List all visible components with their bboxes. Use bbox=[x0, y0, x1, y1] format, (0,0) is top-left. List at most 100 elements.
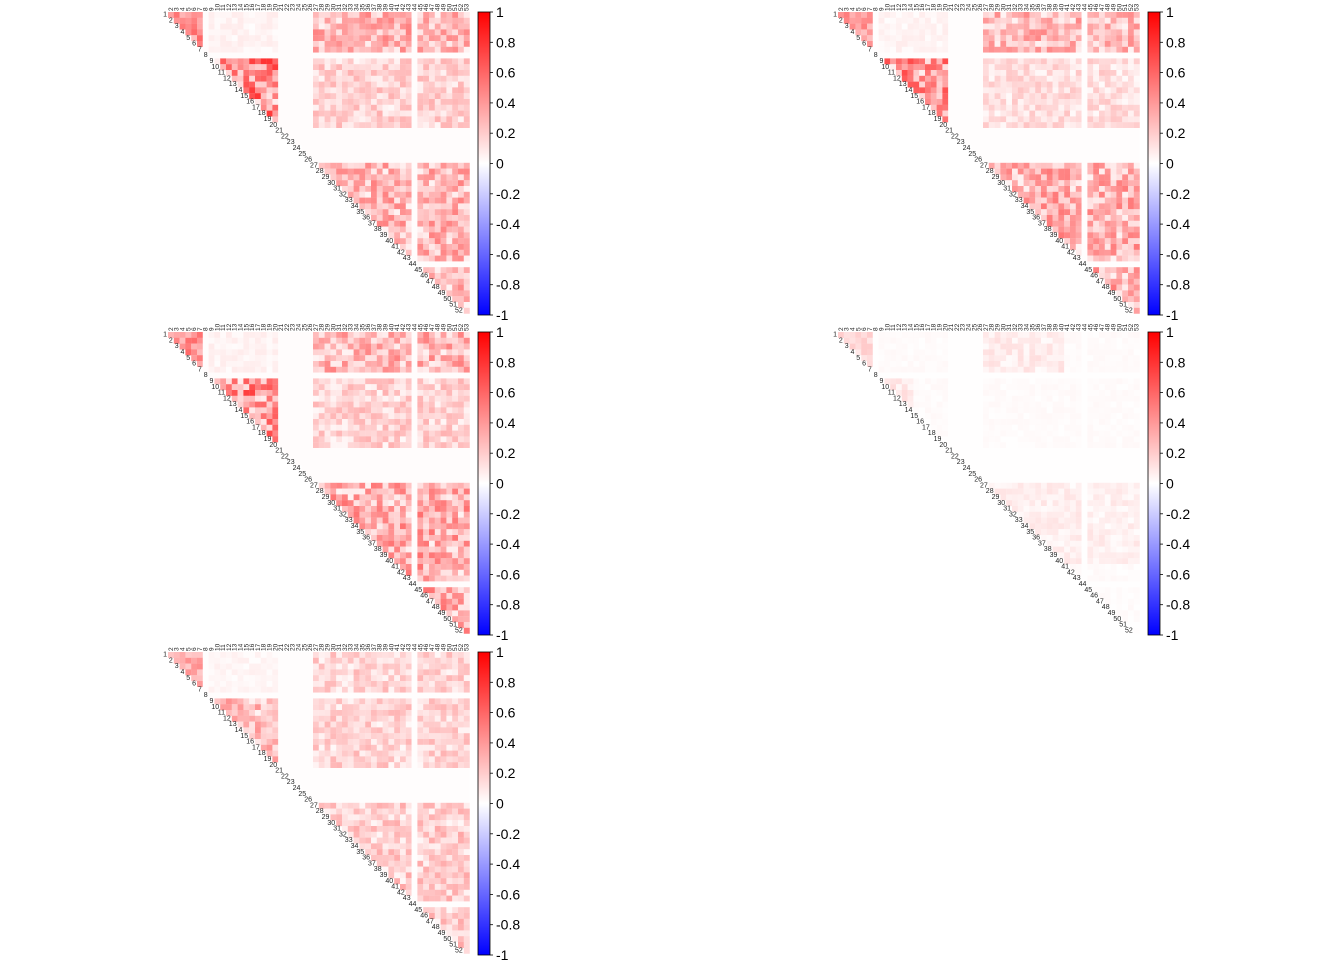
heatmap-cell bbox=[995, 128, 1001, 134]
heatmap-cell bbox=[371, 209, 377, 215]
heatmap-cell bbox=[896, 12, 902, 18]
heatmap-cell bbox=[1076, 227, 1082, 233]
heatmap-cell bbox=[296, 431, 302, 437]
heatmap-cell bbox=[1111, 128, 1117, 134]
heatmap-cell bbox=[441, 431, 447, 437]
heatmap-cell bbox=[1134, 227, 1140, 233]
heatmap-cell bbox=[278, 384, 284, 390]
heatmap-cell bbox=[307, 12, 313, 18]
heatmap-cell bbox=[1099, 174, 1105, 180]
heatmap-cell bbox=[325, 64, 331, 70]
heatmap-cell bbox=[1006, 140, 1012, 146]
heatmap-cell bbox=[417, 477, 423, 483]
heatmap-cell bbox=[423, 425, 429, 431]
heatmap-cell bbox=[435, 465, 441, 471]
heatmap-cell bbox=[1093, 35, 1099, 41]
heatmap-cell bbox=[1035, 93, 1041, 99]
heatmap-cell bbox=[452, 558, 458, 564]
heatmap-cell bbox=[296, 402, 302, 408]
heatmap-cell bbox=[1087, 338, 1093, 344]
heatmap-cell bbox=[1093, 169, 1099, 175]
heatmap-cell bbox=[377, 64, 383, 70]
heatmap-cell bbox=[1058, 105, 1064, 111]
heatmap-cell bbox=[330, 413, 336, 419]
heatmap-cell bbox=[960, 29, 966, 35]
heatmap-cell bbox=[243, 82, 249, 88]
heatmap-cell bbox=[884, 332, 890, 338]
heatmap-cell bbox=[1122, 279, 1128, 285]
heatmap-cell bbox=[1070, 215, 1076, 221]
heatmap-cell bbox=[1018, 332, 1024, 338]
heatmap-cell bbox=[417, 198, 423, 204]
heatmap-cell bbox=[989, 29, 995, 35]
heatmap-cell bbox=[989, 349, 995, 355]
heatmap-cell bbox=[383, 145, 389, 151]
heatmap-cell bbox=[464, 338, 470, 344]
heatmap-cell bbox=[342, 471, 348, 477]
heatmap-cell bbox=[267, 18, 273, 24]
heatmap-cell bbox=[388, 460, 394, 466]
heatmap-cell bbox=[406, 12, 412, 18]
diagonal-tick-label: 52 bbox=[455, 627, 463, 634]
heatmap-cell bbox=[435, 128, 441, 134]
heatmap-cell bbox=[278, 413, 284, 419]
heatmap-cell bbox=[464, 494, 470, 500]
heatmap-cell bbox=[342, 105, 348, 111]
heatmap-cell bbox=[301, 12, 307, 18]
heatmap-cell bbox=[406, 174, 412, 180]
heatmap-cell bbox=[1116, 361, 1122, 367]
heatmap-cell bbox=[383, 390, 389, 396]
heatmap-cell bbox=[1064, 349, 1070, 355]
heatmap-cell bbox=[406, 465, 412, 471]
heatmap-cell bbox=[1093, 355, 1099, 361]
heatmap-cell bbox=[307, 338, 313, 344]
heatmap-cell bbox=[394, 431, 400, 437]
heatmap-cell bbox=[371, 390, 377, 396]
heatmap-cell bbox=[319, 122, 325, 128]
heatmap-cell bbox=[948, 367, 954, 373]
heatmap-cell bbox=[412, 378, 418, 384]
heatmap-cell bbox=[1134, 24, 1140, 30]
heatmap-cell bbox=[388, 227, 394, 233]
heatmap-cell bbox=[296, 384, 302, 390]
heatmap-cell bbox=[983, 41, 989, 47]
heatmap-cell bbox=[925, 93, 931, 99]
heatmap-cell bbox=[336, 47, 342, 53]
heatmap-cell bbox=[435, 273, 441, 279]
heatmap-cell bbox=[1000, 47, 1006, 53]
heatmap-cell bbox=[406, 215, 412, 221]
heatmap-cell bbox=[394, 535, 400, 541]
heatmap-cell bbox=[989, 332, 995, 338]
heatmap-cell bbox=[348, 169, 354, 175]
heatmap-cell bbox=[1024, 332, 1030, 338]
heatmap-cell bbox=[1093, 47, 1099, 53]
heatmap-cell bbox=[1018, 41, 1024, 47]
heatmap-cell bbox=[330, 145, 336, 151]
heatmap-cell bbox=[1047, 93, 1053, 99]
heatmap-cell bbox=[1134, 29, 1140, 35]
heatmap-cell bbox=[423, 518, 429, 524]
heatmap-cell bbox=[1116, 192, 1122, 198]
heatmap-cell bbox=[452, 53, 458, 59]
heatmap-cell bbox=[1064, 157, 1070, 163]
heatmap-cell bbox=[1111, 35, 1117, 41]
heatmap-cell bbox=[325, 442, 331, 448]
heatmap-cell bbox=[960, 105, 966, 111]
heatmap-cell bbox=[1070, 29, 1076, 35]
heatmap-cell bbox=[348, 12, 354, 18]
heatmap-cell bbox=[1134, 261, 1140, 267]
heatmap-cell bbox=[348, 431, 354, 437]
heatmap-cell bbox=[325, 35, 331, 41]
heatmap-cell bbox=[383, 186, 389, 192]
heatmap-cell bbox=[429, 535, 435, 541]
heatmap-cell bbox=[1006, 378, 1012, 384]
heatmap-cell bbox=[383, 111, 389, 117]
heatmap-cell bbox=[458, 128, 464, 134]
heatmap-cell bbox=[417, 244, 423, 250]
colorbar-tick-label: 0 bbox=[496, 476, 504, 492]
heatmap-cell bbox=[371, 128, 377, 134]
heatmap-cell bbox=[400, 332, 406, 338]
heatmap-cell bbox=[354, 506, 360, 512]
heatmap-cell bbox=[1000, 116, 1006, 122]
heatmap-cell bbox=[942, 35, 948, 41]
